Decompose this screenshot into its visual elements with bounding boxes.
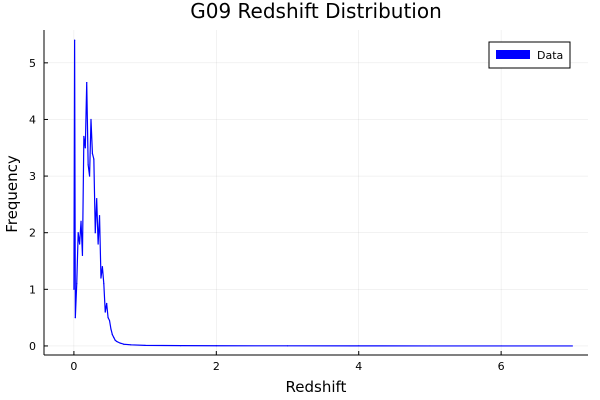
data-point: [88, 175, 91, 177]
data-point: [500, 345, 502, 347]
y-tick-label: 4: [29, 113, 36, 126]
series: [73, 39, 573, 347]
data-point: [100, 277, 102, 279]
data-point: [74, 39, 76, 41]
data-point: [76, 283, 78, 285]
data-point: [74, 317, 76, 319]
y-tick-label: 0: [29, 340, 36, 353]
x-axis-label: Redshift: [286, 378, 347, 396]
data-point: [80, 220, 82, 222]
data-point: [73, 288, 75, 290]
grid: [44, 30, 588, 355]
x-tick-label: 4: [355, 360, 362, 373]
ticks: 0 2 4 6 0 1 2 3 4 5: [29, 57, 505, 373]
data-point: [114, 339, 116, 341]
data-point: [86, 82, 88, 84]
data-point: [96, 198, 98, 200]
chart-title: G09 Redshift Distribution: [190, 0, 442, 23]
data-point: [79, 243, 81, 245]
data-point: [123, 343, 125, 345]
data-point: [119, 342, 121, 344]
data-point: [106, 302, 108, 305]
y-tick-label: 5: [29, 57, 36, 70]
legend: Data: [488, 41, 571, 69]
data-point: [93, 158, 95, 160]
data-point: [83, 135, 85, 138]
data-point: [81, 254, 84, 256]
data-point: [104, 311, 106, 313]
data-point: [90, 118, 92, 121]
x-tick-label: 6: [498, 360, 505, 373]
data-point: [286, 345, 289, 347]
data-point: [113, 336, 115, 339]
legend-label: Data: [537, 49, 563, 62]
data-point: [107, 317, 109, 319]
data-point: [429, 345, 431, 347]
data-point: [101, 266, 103, 268]
data-point: [91, 152, 94, 155]
data-point: [87, 164, 89, 166]
data-point: [110, 328, 112, 330]
data-point: [111, 334, 113, 336]
y-tick-label: 2: [29, 227, 36, 240]
data-point: [97, 243, 99, 245]
y-tick-label: 3: [29, 170, 36, 183]
data-point: [77, 232, 79, 234]
data-point: [215, 345, 217, 347]
data-point: [144, 344, 146, 346]
data-series-line: [73, 39, 573, 347]
data-point: [180, 345, 182, 347]
data-point: [116, 340, 118, 343]
data-point: [94, 232, 96, 234]
x-tick-label: 0: [70, 360, 77, 373]
data-point: [358, 345, 360, 347]
data-point: [98, 215, 101, 217]
y-tick-label: 1: [29, 283, 36, 296]
x-tick-label: 2: [213, 360, 220, 373]
data-point: [84, 147, 86, 149]
data-point: [571, 345, 573, 347]
data-point: [108, 319, 111, 322]
data-point: [103, 283, 105, 285]
legend-swatch: [496, 50, 530, 59]
y-axis-label: Frequency: [3, 155, 21, 233]
data-point: [130, 344, 132, 346]
